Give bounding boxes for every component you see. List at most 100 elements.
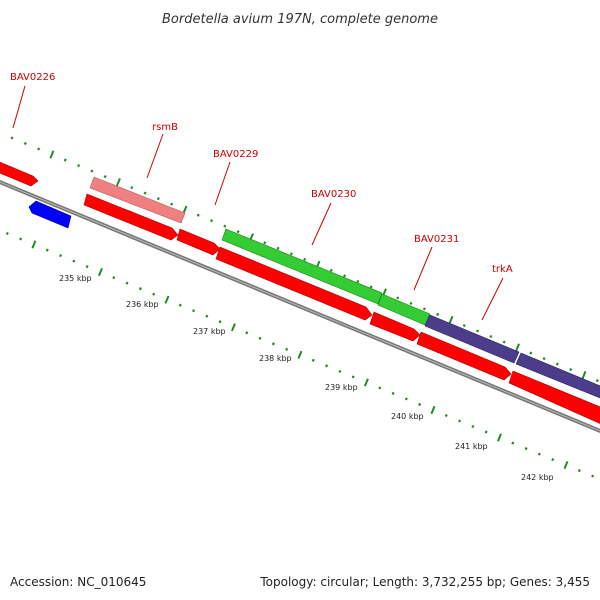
minor-tick	[542, 357, 546, 361]
major-tick	[49, 150, 55, 159]
gene-label-bav0231[interactable]: BAV0231	[414, 234, 459, 245]
minor-tick	[529, 351, 533, 355]
gene-arrow-cds-3[interactable]	[215, 246, 373, 321]
minor-tick	[369, 285, 373, 289]
feature-track	[0, 158, 600, 428]
gene-arrow-cds-2[interactable]	[176, 228, 221, 256]
minor-tick	[458, 419, 462, 423]
major-tick	[497, 433, 502, 442]
major-tick	[430, 405, 436, 415]
minor-tick	[45, 248, 49, 252]
minor-tick	[130, 186, 134, 190]
minor-tick	[524, 447, 528, 451]
tick-label-242: 242 kbp	[521, 473, 554, 482]
minor-tick	[196, 213, 200, 217]
minor-tick	[325, 364, 329, 368]
minor-tick	[343, 274, 347, 278]
minor-tick	[476, 329, 480, 333]
minor-tick	[462, 323, 466, 328]
minor-tick	[436, 312, 440, 317]
minor-tick	[356, 279, 360, 283]
gene-label-bav0226[interactable]: BAV0226	[10, 72, 55, 83]
gene-label-bav0229[interactable]: BAV0229	[213, 149, 258, 160]
major-tick	[230, 323, 236, 332]
inner-tick-ring	[5, 231, 595, 478]
map-title: Bordetella avium 197N, complete genome	[162, 12, 438, 27]
outer-tick-ring	[10, 136, 599, 383]
gene-arrow-bav0226[interactable]	[0, 158, 39, 187]
minor-tick	[5, 231, 9, 236]
minor-tick	[271, 342, 275, 346]
major-tick	[515, 343, 520, 352]
minor-tick	[59, 254, 63, 258]
minor-tick	[551, 458, 555, 462]
minor-tick	[245, 331, 249, 335]
minor-tick	[77, 164, 81, 168]
minor-tick	[338, 369, 342, 373]
tick-label-237: 237 kbp	[193, 327, 226, 336]
minor-tick	[152, 292, 156, 296]
tick-label-240: 240 kbp	[391, 412, 424, 421]
gene-label-trka[interactable]: trkA	[492, 264, 513, 275]
gene-arrow-cds-5[interactable]	[416, 331, 512, 381]
minor-tick	[210, 219, 214, 223]
minor-tick	[125, 281, 129, 285]
gene-arrow-cds-6[interactable]	[508, 370, 600, 428]
major-tick	[297, 350, 303, 359]
minor-tick	[569, 368, 573, 372]
minor-tick	[19, 237, 23, 241]
accession-text: Accession: NC_010645	[10, 575, 147, 589]
minor-tick	[577, 469, 581, 473]
gene-arrow-cds-4[interactable]	[369, 311, 421, 342]
minor-tick	[409, 301, 413, 305]
minor-tick	[285, 347, 289, 351]
genome-summary-text: Topology: circular; Length: 3,732,255 bp…	[260, 575, 590, 589]
tick-label-239: 239 kbp	[325, 383, 358, 392]
minor-tick	[263, 241, 267, 245]
minor-tick	[276, 246, 280, 250]
minor-tick	[138, 287, 142, 291]
gene-arrow-trka[interactable]	[424, 314, 520, 364]
minor-tick	[218, 320, 222, 324]
minor-tick	[396, 296, 400, 300]
minor-tick	[351, 375, 355, 379]
minor-tick	[329, 268, 333, 272]
minor-tick	[112, 276, 116, 280]
minor-tick	[63, 158, 67, 162]
minor-tick	[143, 191, 147, 195]
tick-label-235: 235 kbp	[59, 274, 92, 283]
minor-tick	[378, 386, 382, 390]
minor-tick	[103, 175, 107, 179]
minor-tick	[90, 169, 94, 173]
gene-arrow-bav0230[interactable]	[221, 228, 383, 305]
minor-tick	[418, 402, 422, 407]
minor-tick	[205, 314, 209, 318]
minor-tick	[192, 309, 196, 313]
gene-arrow-reverse-blue[interactable]	[28, 200, 72, 229]
minor-tick	[156, 197, 160, 201]
minor-tick	[484, 430, 488, 434]
minor-tick	[170, 202, 174, 206]
gene-arrow-rsmb[interactable]	[89, 176, 186, 224]
gene-arrow-bav0231[interactable]	[377, 293, 431, 326]
tick-label-241: 241 kbp	[455, 442, 488, 451]
minor-tick	[258, 336, 262, 340]
minor-tick	[303, 257, 307, 261]
gene-label-bav0230[interactable]: BAV0230	[311, 189, 356, 200]
minor-tick	[391, 391, 395, 395]
tick-label-238: 238 kbp	[259, 354, 292, 363]
gene-label-rsmb[interactable]: rsmB	[152, 122, 178, 133]
gene-arrow-purple-2[interactable]	[515, 352, 600, 402]
minor-tick	[236, 230, 240, 234]
major-tick	[563, 461, 569, 470]
gene-arrow-cds-1[interactable]	[83, 193, 179, 241]
minor-tick	[555, 362, 559, 366]
major-tick	[31, 240, 37, 249]
minor-tick	[595, 379, 599, 383]
major-tick	[97, 268, 103, 277]
major-tick	[115, 178, 121, 187]
minor-tick	[471, 424, 475, 429]
minor-tick	[10, 136, 14, 140]
minor-tick	[223, 224, 227, 228]
